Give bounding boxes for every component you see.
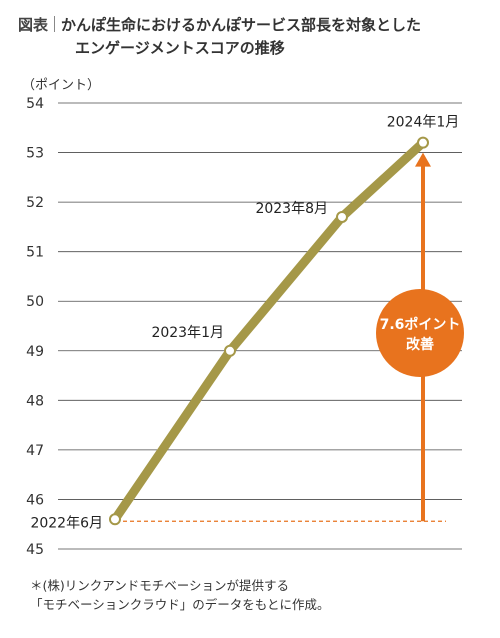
data-point-label: 2024年1月 xyxy=(387,115,460,131)
y-tick-label: 46 xyxy=(26,492,44,508)
y-tick-label: 49 xyxy=(26,344,44,360)
chart-title: かんぽ生命におけるかんぽサービス部長を対象とした xyxy=(61,16,422,34)
chart-title-line-2: エンゲージメントスコアの推移 xyxy=(75,39,285,57)
y-tick-label: 50 xyxy=(26,294,44,310)
improvement-badge-value: 7.6ポイント xyxy=(380,316,461,333)
improvement-arrow-head xyxy=(415,152,431,167)
improvement-badge-label: 改善 xyxy=(406,336,434,353)
title-separator xyxy=(54,16,56,32)
footnote-line-2: 「モチベーションクラウド」のデータをもとに作成。 xyxy=(30,597,330,612)
y-axis-unit-label: （ポイント） xyxy=(22,78,101,93)
footnote-line-1: ＊(株)リンクアンドモチベーションが提供する xyxy=(30,578,290,593)
y-tick-label: 51 xyxy=(26,245,44,261)
data-point-marker xyxy=(417,136,429,149)
title-line-1: 図表 かんぽ生命におけるかんぽサービス部長を対象とした xyxy=(18,14,488,37)
series-line xyxy=(110,138,428,524)
footnote: ＊(株)リンクアンドモチベーションが提供する 「モチベーションクラウド」のデータ… xyxy=(30,576,330,614)
data-point-marker xyxy=(336,210,348,223)
y-tick-label: 53 xyxy=(26,146,44,162)
data-point-label: 2023年8月 xyxy=(255,201,328,217)
y-tick-label: 48 xyxy=(26,393,44,409)
data-point-marker xyxy=(109,513,121,526)
data-point-marker xyxy=(224,344,236,357)
data-point-label: 2022年6月 xyxy=(30,515,103,531)
figure-tag: 図表 xyxy=(18,16,49,34)
y-tick-label: 45 xyxy=(26,542,44,558)
chart-header: 図表 かんぽ生命におけるかんぽサービス部長を対象とした エンゲージメントスコアの推… xyxy=(18,14,488,60)
y-tick-label: 54 xyxy=(26,96,44,112)
y-tick-label: 52 xyxy=(26,195,44,211)
improvement-badge xyxy=(376,289,464,377)
data-point-label: 2023年1月 xyxy=(151,325,224,341)
y-tick-label: 47 xyxy=(26,443,44,459)
